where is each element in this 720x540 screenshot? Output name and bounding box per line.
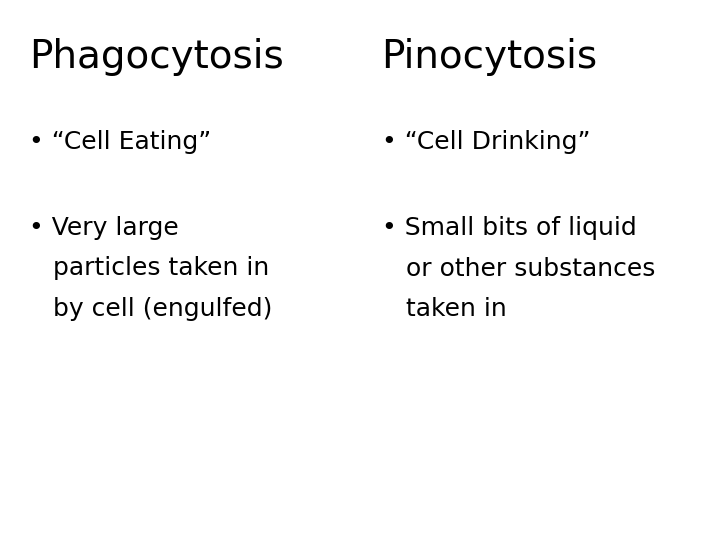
Text: taken in: taken in — [382, 297, 506, 321]
Text: by cell (engulfed): by cell (engulfed) — [29, 297, 272, 321]
Text: Phagocytosis: Phagocytosis — [29, 38, 284, 76]
Text: Pinocytosis: Pinocytosis — [382, 38, 598, 76]
Text: particles taken in: particles taken in — [29, 256, 269, 280]
Text: • “Cell Eating”: • “Cell Eating” — [29, 130, 211, 153]
Text: or other substances: or other substances — [382, 256, 655, 280]
Text: • Small bits of liquid: • Small bits of liquid — [382, 216, 636, 240]
Text: • Very large: • Very large — [29, 216, 179, 240]
Text: • “Cell Drinking”: • “Cell Drinking” — [382, 130, 590, 153]
